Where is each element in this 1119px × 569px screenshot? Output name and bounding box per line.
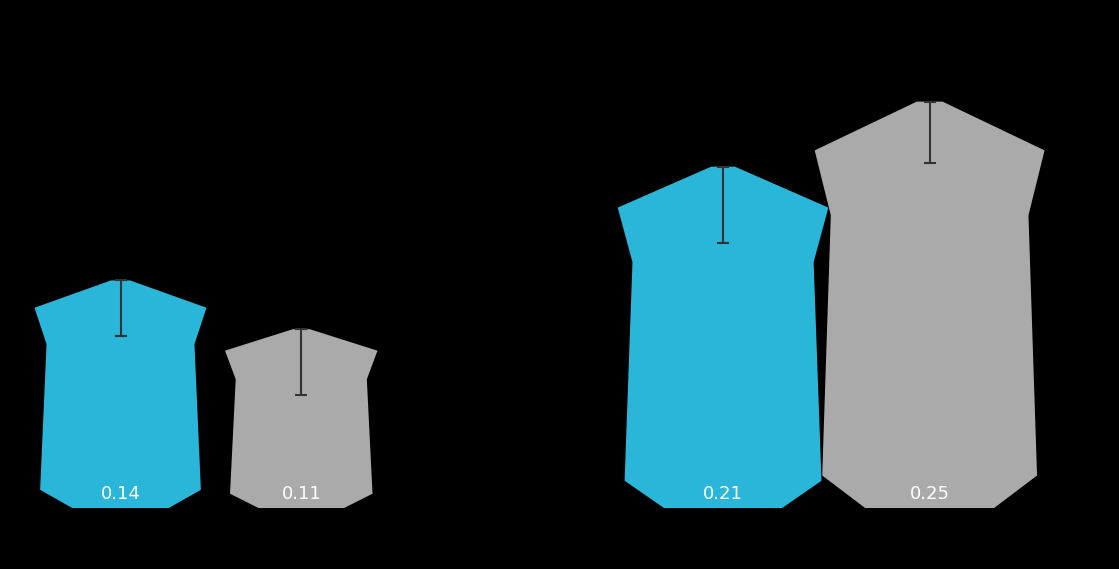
Polygon shape [815, 102, 1044, 508]
Polygon shape [35, 281, 207, 508]
Text: 0.21: 0.21 [703, 485, 743, 503]
Polygon shape [225, 329, 377, 508]
Polygon shape [618, 167, 828, 508]
Text: 0.25: 0.25 [910, 485, 950, 503]
Text: 0.14: 0.14 [101, 485, 141, 503]
Text: 0.11: 0.11 [281, 485, 321, 503]
